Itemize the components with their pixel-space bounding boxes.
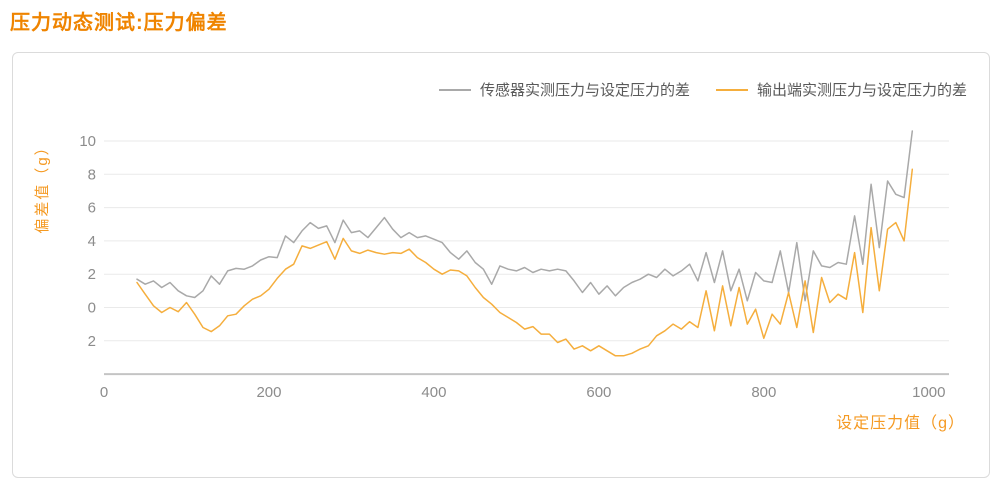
- sensor-deviation-line: [136, 130, 914, 302]
- chart-canvas: 10 8 6 4 2 0 2 0 200 400 600 800 1000: [79, 130, 949, 401]
- legend-item-output[interactable]: 输出端实测压力与设定压力的差: [715, 79, 967, 100]
- legend-label-sensor: 传感器实测压力与设定压力的差: [479, 82, 690, 99]
- y-tick-label: 2: [88, 333, 96, 350]
- legend-item-sensor[interactable]: 传感器实测压力与设定压力的差: [438, 79, 690, 100]
- x-tick-label: 200: [256, 384, 281, 401]
- x-axis-title: 设定压力值（g）: [836, 415, 965, 432]
- x-tick-label: 800: [751, 384, 776, 401]
- y-tick-label: 6: [88, 200, 96, 217]
- y-tick-label: 10: [79, 133, 96, 150]
- output-line-swatch: [715, 88, 748, 91]
- chart-legend: 传感器实测压力与设定压力的差 输出端实测压力与设定压力的差: [438, 79, 967, 100]
- sensor-line-swatch: [438, 88, 471, 91]
- chart-card: 10 8 6 4 2 0 2 0 200 400 600 800 1000 传感器实测压力与设定压力的差…: [12, 52, 990, 478]
- y-tick-label: 2: [88, 266, 96, 283]
- y-tick-label: 0: [88, 300, 96, 317]
- x-tick-label: 0: [100, 384, 108, 401]
- legend-label-output: 输出端实测压力与设定压力的差: [756, 82, 967, 99]
- page-title: 压力动态测试:压力偏差: [10, 12, 228, 34]
- y-axis-title: 偏差值（g）: [34, 138, 51, 234]
- x-tick-label: 600: [586, 384, 611, 401]
- y-tick-label: 4: [88, 233, 96, 250]
- output-deviation-line: [136, 168, 914, 357]
- x-tick-label: 1000: [912, 384, 945, 401]
- y-tick-label: 8: [88, 166, 96, 183]
- x-tick-label: 400: [421, 384, 446, 401]
